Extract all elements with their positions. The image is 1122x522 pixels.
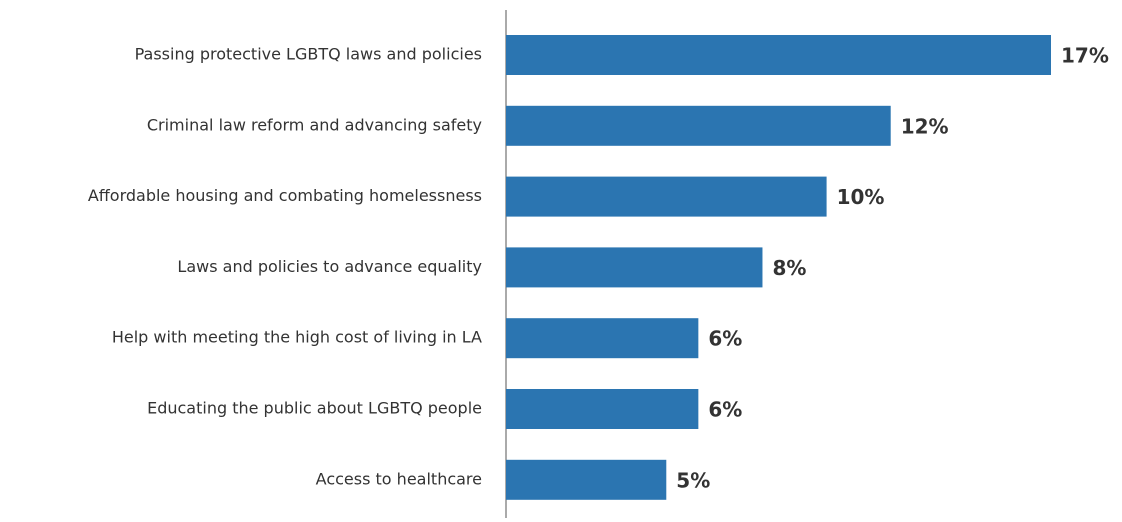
value-label: 17% bbox=[1061, 44, 1109, 68]
value-label: 5% bbox=[676, 468, 710, 492]
bar bbox=[506, 389, 699, 429]
bar bbox=[506, 247, 763, 288]
category-label: Educating the public about LGBTQ people bbox=[147, 399, 482, 418]
value-label: 8% bbox=[772, 256, 806, 280]
category-label: Passing protective LGBTQ laws and polici… bbox=[135, 45, 482, 64]
category-label: Laws and policies to advance equality bbox=[177, 257, 482, 276]
bar bbox=[506, 176, 827, 217]
category-label: Help with meeting the high cost of livin… bbox=[112, 328, 482, 347]
bar bbox=[506, 105, 891, 146]
value-label: 6% bbox=[708, 398, 742, 422]
category-label: Criminal law reform and advancing safety bbox=[147, 115, 482, 134]
category-label: Affordable housing and combating homeles… bbox=[88, 186, 482, 205]
value-label: 10% bbox=[837, 185, 885, 209]
bar bbox=[506, 318, 699, 359]
value-label: 6% bbox=[708, 327, 742, 351]
bar bbox=[506, 459, 667, 500]
category-label: Access to healthcare bbox=[316, 469, 482, 488]
bar bbox=[506, 35, 1051, 75]
value-label: 12% bbox=[901, 114, 949, 138]
